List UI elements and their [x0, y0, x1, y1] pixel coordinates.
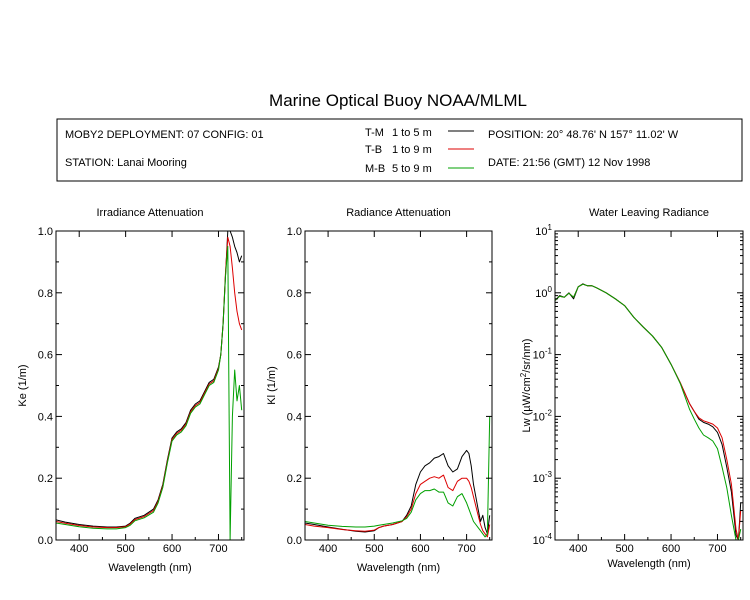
plot-frame: [554, 230, 744, 541]
y-tick-label: 10-1: [533, 347, 553, 362]
y-tick-label: 0.6: [287, 350, 302, 362]
x-axis-label: Wavelength (nm): [357, 562, 440, 574]
legend-code-t-m: T-M: [365, 127, 384, 139]
y-tick-label: 0.4: [38, 411, 53, 423]
legend-item-m-b: M-B 5 to 9 m: [365, 163, 474, 175]
series-line-t-b: [555, 283, 742, 540]
plot-frame: [55, 230, 245, 541]
legend-code-m-b: M-B: [365, 163, 385, 175]
info-box-frame: [56, 118, 743, 182]
series-line-m-b: [555, 283, 742, 540]
series-line-t-b: [56, 236, 243, 529]
y-tick-label: 0.8: [287, 288, 302, 300]
radiance-attenuation-chart: Radiance Attenuation 400 500 600 700 0.0 0.2 0.…: [266, 207, 493, 574]
station-text: STATION: Lanai Mooring: [65, 157, 187, 169]
date-text: DATE: 21:56 (GMT) 12 Nov 1998: [488, 157, 650, 169]
series-line-t-m: [305, 449, 491, 535]
y-tick-label: 0.0: [287, 535, 302, 547]
y-tick-label: 0.2: [287, 473, 302, 485]
series-line-m-b: [305, 416, 491, 538]
y-tick-label: 10-3: [533, 470, 553, 485]
legend-item-t-b: T-B 1 to 9 m: [365, 144, 474, 156]
series-line-m-b: [56, 245, 243, 540]
x-tick-label: 500: [116, 543, 134, 555]
legend-item-t-m: T-M 1 to 5 m: [365, 127, 474, 139]
y-tick-label: 10-4: [533, 532, 553, 547]
x-tick-label: 500: [615, 543, 633, 555]
legend-code-t-b: T-B: [365, 144, 382, 156]
y-axis-label: Ke (1/m): [17, 364, 29, 406]
panel-title: Irradiance Attenuation: [96, 207, 203, 219]
series-line-t-m: [555, 283, 742, 540]
legend-range-t-b: 1 to 9 m: [392, 144, 432, 156]
position-text: POSITION: 20° 48.76' N 157° 11.02' W: [488, 129, 679, 141]
panel-title: Water Leaving Radiance: [589, 207, 709, 219]
x-tick-label: 700: [209, 543, 227, 555]
y-tick-label: 0.2: [38, 473, 53, 485]
x-tick-label: 400: [569, 543, 587, 555]
panel-title: Radiance Attenuation: [346, 207, 451, 219]
y-tick-label: 1.0: [38, 226, 53, 238]
series-line-t-m: [56, 231, 243, 528]
y-tick-label: 100: [535, 285, 552, 300]
y-tick-label: 0.6: [38, 350, 53, 362]
y-axis-label: Kl (1/m): [266, 366, 278, 405]
series-group: [305, 416, 491, 538]
x-tick-label: 400: [319, 543, 337, 555]
x-tick-label: 600: [411, 543, 429, 555]
series-line-t-b: [305, 474, 491, 538]
x-tick-label: 700: [708, 543, 726, 555]
y-tick-label: 0.8: [38, 288, 53, 300]
x-tick-label: 600: [163, 543, 181, 555]
deployment-text: MOBY2 DEPLOYMENT: 07 CONFIG: 01: [65, 129, 264, 141]
x-tick-label: 700: [457, 543, 475, 555]
x-tick-label: 500: [365, 543, 383, 555]
figure-title: Marine Optical Buoy NOAA/MLML: [269, 91, 527, 110]
x-axis-label: Wavelength (nm): [607, 558, 690, 570]
x-tick-label: 400: [70, 543, 88, 555]
series-group: [56, 231, 243, 540]
legend-range-m-b: 5 to 9 m: [392, 163, 432, 175]
plot-frame: [304, 230, 493, 541]
x-axis-label: Wavelength (nm): [108, 562, 191, 574]
water-leaving-radiance-chart: Water Leaving Radiance 400 500 600 700 10-4 10…: [519, 207, 744, 570]
legend: T-M 1 to 5 m T-B 1 to 9 m M-B 5 to 9 m: [365, 127, 474, 175]
y-tick-label: 0.4: [287, 411, 302, 423]
y-axis-label: Lw (µW/cm2/sr/nm): [519, 339, 533, 433]
y-tick-label: 0.0: [38, 535, 53, 547]
irradiance-attenuation-chart: Irradiance Attenuation 400 500 600 700 0.0 0.2…: [17, 207, 245, 574]
y-tick-label: 10-2: [533, 408, 553, 423]
series-group: [555, 283, 742, 540]
legend-range-t-m: 1 to 5 m: [392, 127, 432, 139]
x-tick-label: 600: [662, 543, 680, 555]
info-box: MOBY2 DEPLOYMENT: 07 CONFIG: 01 STATION:…: [56, 118, 743, 182]
y-tick-label: 101: [535, 223, 552, 238]
y-tick-label: 1.0: [287, 226, 302, 238]
